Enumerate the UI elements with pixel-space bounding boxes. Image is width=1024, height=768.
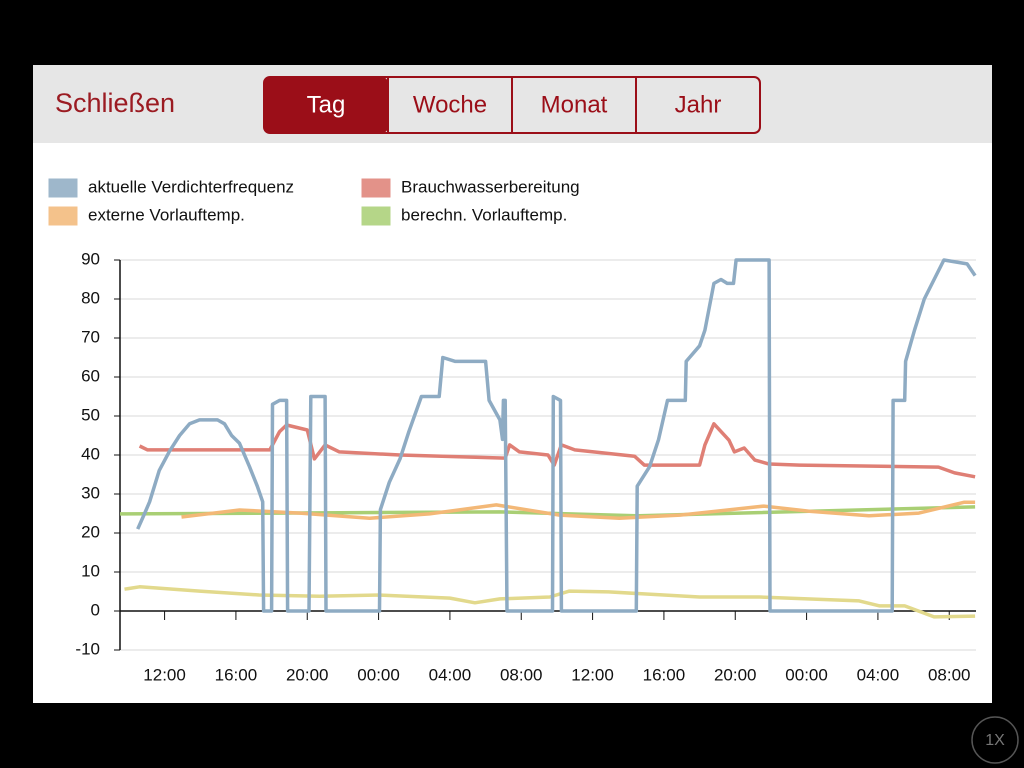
close-button[interactable]: Schließen (55, 88, 175, 118)
zoom-label[interactable]: 1X (985, 732, 1005, 749)
y-tick-label: 70 (81, 327, 100, 346)
x-tick-label: 20:00 (714, 665, 757, 684)
y-tick-label: 80 (81, 288, 100, 307)
y-tick-label: 10 (81, 561, 100, 580)
y-tick-label: 40 (81, 444, 100, 463)
panel (33, 65, 992, 703)
tab[interactable]: Woche (413, 91, 487, 118)
legend-swatch (48, 178, 78, 198)
y-tick-label: 20 (81, 522, 100, 541)
tab[interactable]: Monat (541, 91, 608, 118)
x-tick-label: 00:00 (785, 665, 828, 684)
tab[interactable]: Tag (307, 91, 346, 118)
legend-label: berechn. Vorlauftemp. (401, 205, 567, 224)
x-tick-label: 12:00 (571, 665, 614, 684)
x-tick-label: 12:00 (143, 665, 186, 684)
series-line (136, 258, 977, 613)
x-tick-label: 08:00 (500, 665, 543, 684)
legend-swatch (361, 178, 391, 198)
y-tick-label: 60 (81, 366, 100, 385)
x-tick-label: 16:00 (643, 665, 686, 684)
zoom-button[interactable] (971, 716, 1019, 764)
y-tick-label: 50 (81, 405, 100, 424)
y-tick-label: -10 (75, 639, 100, 658)
tab[interactable]: Jahr (675, 91, 722, 118)
y-tick-label: 30 (81, 483, 100, 502)
y-tick-label: 0 (91, 600, 100, 619)
legend-swatch (361, 206, 391, 226)
plot: -10 0 10 20 30 40 50 60 70 80 90 12:00 16:00 20:00 00:… (75, 249, 977, 684)
tab-bar: Tag Woche Monat Jahr (263, 76, 761, 134)
legend-label: aktuelle Verdichterfrequenz (88, 177, 294, 196)
y-tick-label: 90 (81, 249, 100, 268)
series-line (124, 585, 976, 619)
legend-label: Brauchwasserbereitung (401, 177, 580, 196)
x-tick-label: 00:00 (357, 665, 400, 684)
x-tick-label: 16:00 (215, 665, 258, 684)
tab-selected[interactable] (264, 77, 388, 133)
x-tick-label: 08:00 (928, 665, 971, 684)
series-line (181, 500, 976, 520)
x-tick-label: 04:00 (857, 665, 900, 684)
legend-label: externe Vorlauftemp. (88, 205, 245, 224)
x-tick-label: 04:00 (429, 665, 472, 684)
legend: aktuelle Verdichterfrequenz Brauchwasserb… (48, 177, 580, 226)
legend-swatch (48, 206, 78, 226)
x-tick-label: 20:00 (286, 665, 329, 684)
